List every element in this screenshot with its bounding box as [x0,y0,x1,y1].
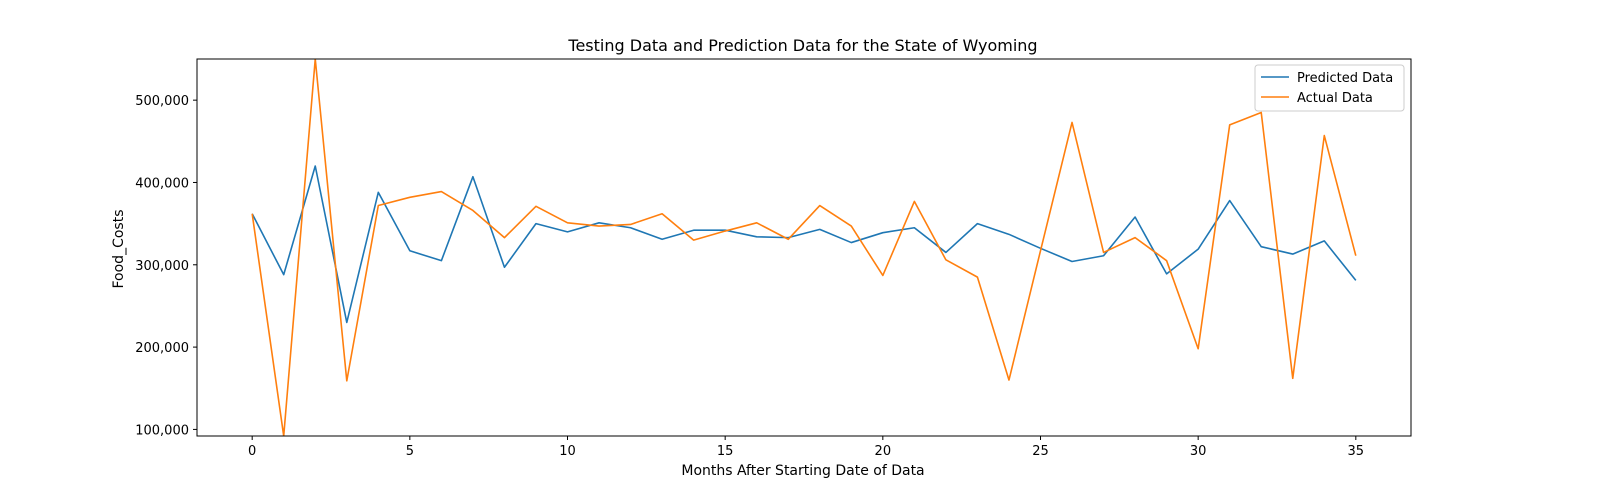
series-line-actual-data [251,59,1357,436]
legend-label: Predicted Data [1297,71,1393,86]
x-tick-label: 15 [717,444,734,459]
y-tick-label: 400,000 [135,176,189,191]
series-line-predicted-data [251,165,1357,324]
plot-frame [196,58,1412,437]
y-tick-label: 500,000 [135,94,189,109]
y-axis-ticks: 100,000 200,000 300,000 400,000 500,000 [135,94,197,438]
x-tick-label: 10 [559,444,576,459]
legend-box [1254,64,1405,112]
x-tick-label: 20 [875,444,892,459]
x-axis-ticks: 0 5 10 15 20 25 30 35 [248,436,1364,459]
x-axis-label: Months After Starting Date of Data [681,463,924,479]
x-tick-label: 25 [1032,444,1049,459]
x-tick-label: 5 [406,444,414,459]
y-axis-label: Food_Costs [111,210,127,289]
legend: Predicted Data Actual Data [1254,64,1405,112]
x-tick-label: 35 [1348,444,1365,459]
y-tick-label: 100,000 [135,423,189,438]
x-tick-label: 30 [1190,444,1207,459]
y-tick-label: 200,000 [135,341,189,356]
x-tick-label: 0 [248,444,256,459]
legend-label: Actual Data [1297,91,1373,106]
series-group [251,59,1357,436]
chart-title: Testing Data and Prediction Data for the… [567,36,1037,55]
y-tick-label: 300,000 [135,259,189,274]
